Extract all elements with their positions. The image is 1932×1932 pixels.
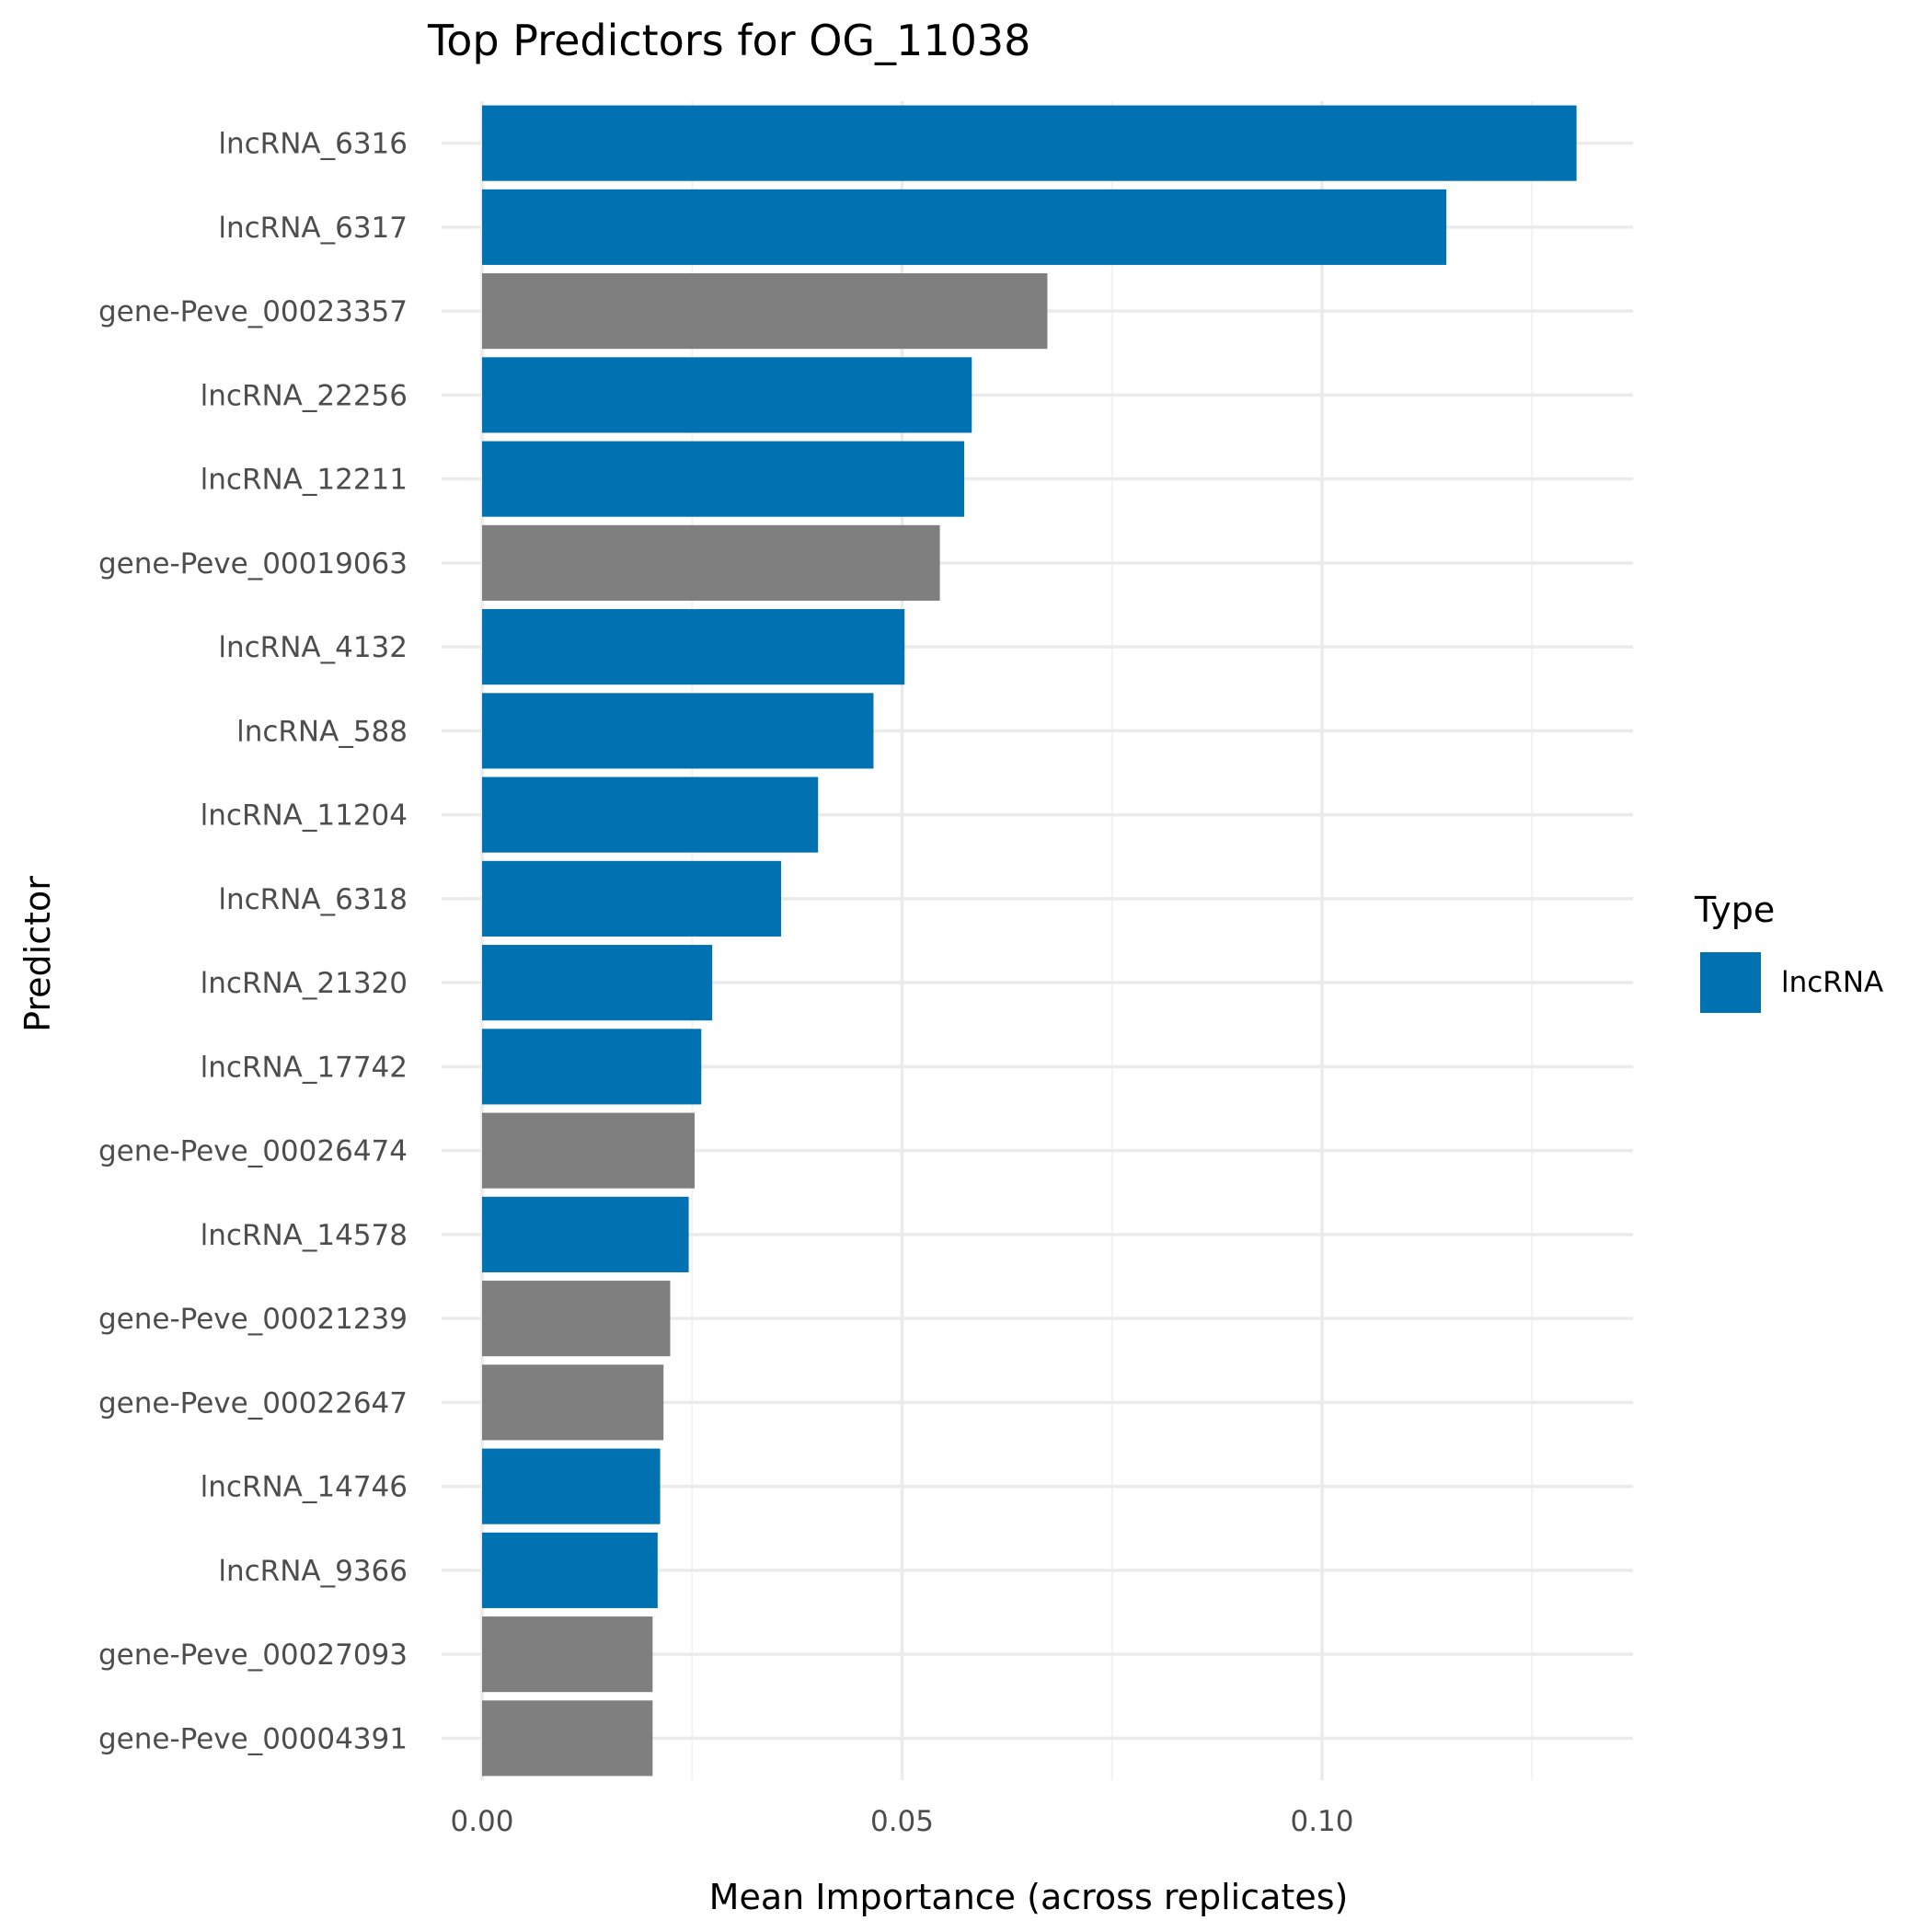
y-tick-label: lncRNA_4132 xyxy=(218,631,408,664)
bar-lncrna_22256 xyxy=(482,357,972,433)
y-tick-label: lncRNA_22256 xyxy=(201,379,408,412)
bar-lncrna_4132 xyxy=(482,609,905,685)
bars xyxy=(482,105,1577,1777)
y-tick-label: gene-Peve_00019063 xyxy=(98,547,408,581)
bar-gene-peve_00027093 xyxy=(482,1616,653,1693)
y-tick-label: lncRNA_6317 xyxy=(218,212,408,245)
y-tick-label: gene-Peve_00022647 xyxy=(98,1386,408,1420)
gridlines xyxy=(442,101,1633,1780)
y-tick-label: lncRNA_588 xyxy=(236,715,408,748)
y-tick-labels: lncRNA_6316 lncRNA_6317 gene-Peve_00023357… xyxy=(98,128,408,1756)
bar-gene-peve_00023357 xyxy=(482,273,1048,350)
y-tick-label: gene-Peve_00021239 xyxy=(98,1303,408,1336)
legend-title: Type xyxy=(1694,890,1775,930)
y-tick-label: lncRNA_21320 xyxy=(201,967,408,1000)
legend-swatch-lncrna xyxy=(1700,952,1761,1013)
bar-lncrna_6316 xyxy=(482,105,1577,181)
bar-gene-peve_00004391 xyxy=(482,1700,653,1777)
bar-lncrna_17742 xyxy=(482,1029,702,1105)
y-axis-title: Predictor xyxy=(17,876,58,1032)
bar-lncrna_9366 xyxy=(482,1532,658,1608)
y-tick-label: lncRNA_6318 xyxy=(218,883,408,916)
bar-lncrna_6318 xyxy=(482,860,782,937)
bar-lncrna_14578 xyxy=(482,1196,689,1272)
x-tick-label: 0.00 xyxy=(450,1805,513,1838)
bar-lncrna_21320 xyxy=(482,945,713,1021)
y-tick-label: gene-Peve_00026474 xyxy=(98,1135,408,1168)
y-tick-label: lncRNA_9366 xyxy=(218,1555,408,1588)
bar-gene-peve_00021239 xyxy=(482,1281,671,1357)
y-tick-label: gene-Peve_00027093 xyxy=(98,1639,408,1672)
y-tick-label: gene-Peve_00004391 xyxy=(98,1722,408,1755)
x-tick-labels: 0.00 0.05 0.10 xyxy=(450,1805,1353,1838)
y-tick-label: lncRNA_14746 xyxy=(201,1471,408,1504)
y-tick-label: lncRNA_12211 xyxy=(201,464,408,497)
y-tick-label: gene-Peve_00023357 xyxy=(98,295,408,328)
y-tick-label: lncRNA_11204 xyxy=(201,799,408,833)
y-tick-label: lncRNA_6316 xyxy=(218,128,408,161)
legend-label-lncrna: lncRNA xyxy=(1781,966,1883,999)
bar-lncrna_12211 xyxy=(482,441,965,517)
bar-gene-peve_00022647 xyxy=(482,1364,664,1441)
chart-title: Top Predictors for OG_11038 xyxy=(427,16,1030,65)
bar-gene-peve_00026474 xyxy=(482,1112,695,1189)
x-tick-label: 0.05 xyxy=(870,1805,934,1838)
y-tick-label: lncRNA_14578 xyxy=(201,1219,408,1252)
y-tick-label: lncRNA_17742 xyxy=(201,1051,408,1084)
bar-lncrna_588 xyxy=(482,693,874,769)
bar-lncrna_6317 xyxy=(482,189,1447,265)
bar-lncrna_14746 xyxy=(482,1448,661,1524)
x-axis-title: Mean Importance (across replicates) xyxy=(709,1877,1349,1917)
legend: Type lncRNA xyxy=(1694,890,1883,1013)
bar-lncrna_11204 xyxy=(482,776,819,853)
x-tick-label: 0.10 xyxy=(1290,1805,1353,1838)
bar-gene-peve_00019063 xyxy=(482,524,940,601)
